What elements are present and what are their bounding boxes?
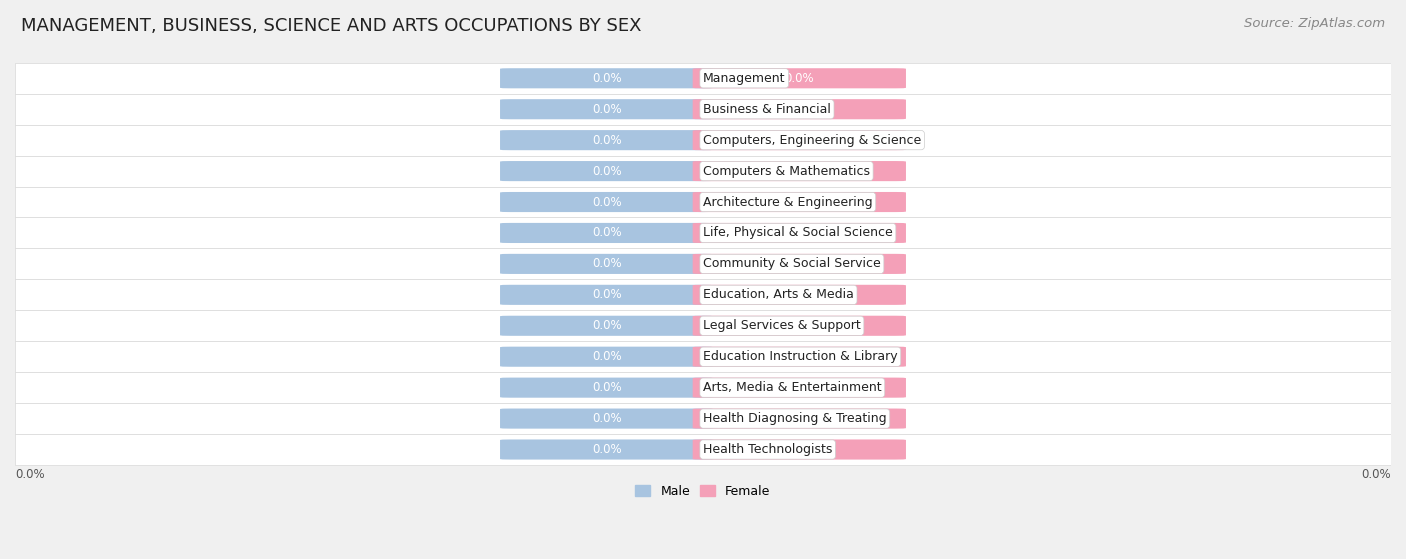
Text: 0.0%: 0.0% [592, 381, 621, 394]
FancyBboxPatch shape [501, 347, 713, 367]
Text: 0.0%: 0.0% [785, 164, 814, 178]
FancyBboxPatch shape [15, 217, 1391, 248]
Text: 0.0%: 0.0% [785, 381, 814, 394]
Text: 0.0%: 0.0% [785, 350, 814, 363]
Text: 0.0%: 0.0% [785, 103, 814, 116]
Text: 0.0%: 0.0% [785, 226, 814, 239]
Text: 0.0%: 0.0% [592, 288, 621, 301]
Text: 0.0%: 0.0% [592, 226, 621, 239]
Text: 0.0%: 0.0% [785, 319, 814, 332]
Text: Community & Social Service: Community & Social Service [703, 257, 880, 271]
FancyBboxPatch shape [693, 347, 905, 367]
Text: 0.0%: 0.0% [592, 164, 621, 178]
Text: 0.0%: 0.0% [592, 134, 621, 146]
FancyBboxPatch shape [501, 223, 713, 243]
FancyBboxPatch shape [693, 130, 905, 150]
Text: Computers, Engineering & Science: Computers, Engineering & Science [703, 134, 921, 146]
FancyBboxPatch shape [15, 125, 1391, 155]
Text: Computers & Mathematics: Computers & Mathematics [703, 164, 870, 178]
Text: Education, Arts & Media: Education, Arts & Media [703, 288, 853, 301]
FancyBboxPatch shape [15, 187, 1391, 217]
FancyBboxPatch shape [15, 372, 1391, 403]
Text: 0.0%: 0.0% [785, 443, 814, 456]
Text: 0.0%: 0.0% [592, 196, 621, 209]
FancyBboxPatch shape [501, 254, 713, 274]
FancyBboxPatch shape [693, 409, 905, 429]
Text: 0.0%: 0.0% [15, 468, 45, 481]
Text: 0.0%: 0.0% [785, 196, 814, 209]
Text: Source: ZipAtlas.com: Source: ZipAtlas.com [1244, 17, 1385, 30]
FancyBboxPatch shape [693, 99, 905, 119]
Text: Life, Physical & Social Science: Life, Physical & Social Science [703, 226, 893, 239]
FancyBboxPatch shape [501, 439, 713, 459]
Text: Education Instruction & Library: Education Instruction & Library [703, 350, 897, 363]
FancyBboxPatch shape [15, 341, 1391, 372]
Text: 0.0%: 0.0% [592, 350, 621, 363]
Text: 0.0%: 0.0% [785, 288, 814, 301]
Text: MANAGEMENT, BUSINESS, SCIENCE AND ARTS OCCUPATIONS BY SEX: MANAGEMENT, BUSINESS, SCIENCE AND ARTS O… [21, 17, 641, 35]
Text: 0.0%: 0.0% [785, 72, 814, 85]
Text: Architecture & Engineering: Architecture & Engineering [703, 196, 873, 209]
FancyBboxPatch shape [693, 377, 905, 397]
FancyBboxPatch shape [501, 316, 713, 336]
FancyBboxPatch shape [693, 192, 905, 212]
FancyBboxPatch shape [15, 155, 1391, 187]
Text: 0.0%: 0.0% [592, 103, 621, 116]
Text: 0.0%: 0.0% [592, 443, 621, 456]
FancyBboxPatch shape [501, 285, 713, 305]
FancyBboxPatch shape [693, 285, 905, 305]
Text: Business & Financial: Business & Financial [703, 103, 831, 116]
FancyBboxPatch shape [15, 403, 1391, 434]
FancyBboxPatch shape [15, 248, 1391, 280]
Text: Management: Management [703, 72, 786, 85]
Text: 0.0%: 0.0% [592, 412, 621, 425]
Legend: Male, Female: Male, Female [630, 480, 776, 503]
FancyBboxPatch shape [501, 377, 713, 397]
FancyBboxPatch shape [15, 310, 1391, 341]
Text: 0.0%: 0.0% [785, 134, 814, 146]
Text: Health Technologists: Health Technologists [703, 443, 832, 456]
FancyBboxPatch shape [693, 161, 905, 181]
FancyBboxPatch shape [501, 68, 713, 88]
Text: Health Diagnosing & Treating: Health Diagnosing & Treating [703, 412, 887, 425]
FancyBboxPatch shape [15, 280, 1391, 310]
FancyBboxPatch shape [501, 161, 713, 181]
Text: 0.0%: 0.0% [785, 412, 814, 425]
FancyBboxPatch shape [501, 130, 713, 150]
Text: 0.0%: 0.0% [785, 257, 814, 271]
FancyBboxPatch shape [15, 434, 1391, 465]
Text: 0.0%: 0.0% [592, 319, 621, 332]
FancyBboxPatch shape [693, 439, 905, 459]
Text: 0.0%: 0.0% [592, 257, 621, 271]
Text: 0.0%: 0.0% [1361, 468, 1391, 481]
FancyBboxPatch shape [501, 192, 713, 212]
FancyBboxPatch shape [501, 409, 713, 429]
Text: 0.0%: 0.0% [592, 72, 621, 85]
FancyBboxPatch shape [15, 63, 1391, 94]
FancyBboxPatch shape [693, 223, 905, 243]
FancyBboxPatch shape [15, 94, 1391, 125]
Text: Arts, Media & Entertainment: Arts, Media & Entertainment [703, 381, 882, 394]
FancyBboxPatch shape [693, 254, 905, 274]
FancyBboxPatch shape [501, 99, 713, 119]
FancyBboxPatch shape [693, 68, 905, 88]
FancyBboxPatch shape [693, 316, 905, 336]
Text: Legal Services & Support: Legal Services & Support [703, 319, 860, 332]
